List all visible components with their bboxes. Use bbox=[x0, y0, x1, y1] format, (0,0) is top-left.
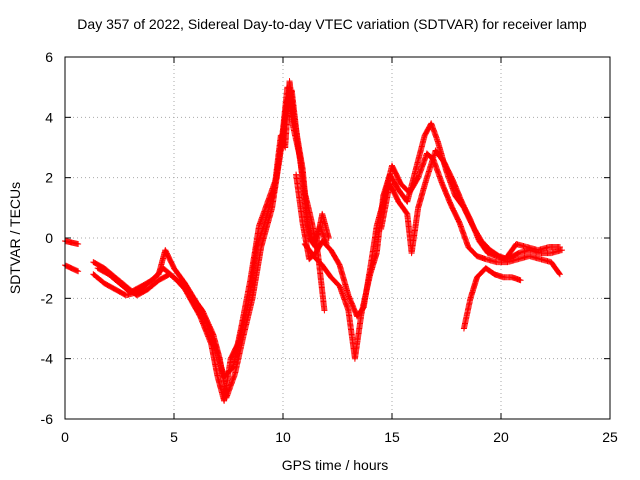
y-tick-label: -6 bbox=[41, 411, 54, 427]
y-tick-label: 0 bbox=[45, 230, 53, 246]
x-tick-label: 0 bbox=[61, 429, 69, 445]
y-tick-label: -4 bbox=[41, 351, 54, 367]
series-track-e bbox=[94, 78, 332, 404]
y-tick-label: 4 bbox=[45, 109, 53, 125]
plot-area bbox=[62, 78, 565, 404]
x-axis-label: GPS time / hours bbox=[282, 457, 389, 473]
x-tick-label: 10 bbox=[275, 429, 291, 445]
data-markers bbox=[460, 265, 524, 332]
y-tick-label: 6 bbox=[45, 49, 53, 65]
plot-frame bbox=[64, 56, 611, 420]
x-tick-label: 20 bbox=[493, 429, 509, 445]
chart-title: Day 357 of 2022, Sidereal Day-to-day VTE… bbox=[77, 16, 587, 32]
axis-ticks: 0 5 10 15 20 25 -6 -4 -2 0 2 4 6 bbox=[41, 49, 618, 445]
series-track-h bbox=[378, 147, 563, 263]
data-markers bbox=[378, 147, 563, 263]
grid bbox=[65, 57, 610, 419]
y-axis-label: SDTVAR / TECUs bbox=[7, 182, 23, 294]
data-markers bbox=[94, 78, 332, 404]
series-track-i bbox=[460, 265, 524, 332]
y-tick-label: -2 bbox=[41, 290, 54, 306]
x-tick-label: 15 bbox=[384, 429, 400, 445]
y-tick-label: 2 bbox=[45, 170, 53, 186]
x-tick-label: 5 bbox=[170, 429, 178, 445]
x-tick-label: 25 bbox=[602, 429, 618, 445]
